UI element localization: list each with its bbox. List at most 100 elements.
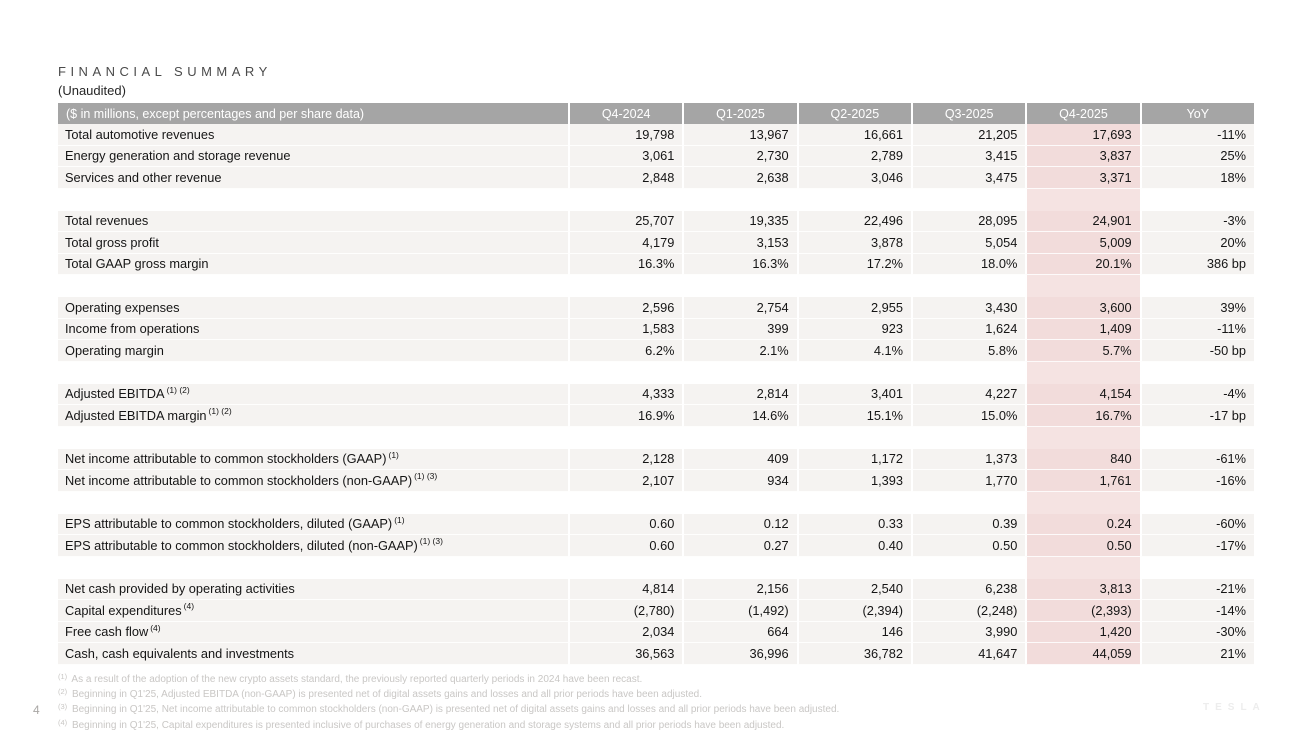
table-cell: 1,172: [796, 448, 911, 470]
table-spacer-cell: [911, 426, 1025, 449]
table-spacer-cell: [568, 188, 682, 211]
table-cell: 146: [796, 621, 911, 643]
row-label: Total GAAP gross margin: [58, 253, 568, 275]
table-row: Total revenues 25,707 19,335 22,496 28,095 24…: [58, 210, 1254, 232]
table-cell: 36,782: [796, 643, 911, 665]
table-row: Adjusted EBITDA margin (1) (2) 16.9% 14.6% 1…: [58, 405, 1254, 427]
table-cell: 5.8%: [911, 340, 1026, 362]
table-row: Income from operations 1,583 399 923 1,624 1,…: [58, 318, 1254, 340]
table-cell: 664: [682, 621, 797, 643]
table-cell: 44,059: [1025, 643, 1140, 665]
table-cell: -11%: [1139, 124, 1254, 146]
financial-summary-table: ($ in millions, except percentages and p…: [58, 103, 1254, 665]
table-cell: 2,789: [796, 145, 911, 167]
footnote: (2) Beginning in Q1'25, Adjusted EBITDA …: [58, 687, 703, 701]
page-title: FINANCIAL SUMMARY: [58, 64, 272, 79]
table-spacer-cell: [1025, 426, 1140, 449]
table-cell: 16.3%: [568, 253, 683, 275]
table-cell: 3,371: [1025, 167, 1140, 189]
footnote-reference: (1) (2): [208, 406, 232, 417]
table-spacer-cell: [58, 275, 568, 297]
table-spacer-cell: [682, 491, 796, 514]
table-cell: 1,420: [1025, 621, 1140, 643]
table-spacer-cell: [682, 188, 796, 211]
table-cell: 3,878: [796, 232, 911, 254]
table-cell: 5,009: [1025, 232, 1140, 254]
table-spacer-cell: [911, 275, 1025, 297]
table-cell: 4,814: [568, 578, 683, 600]
table-row: Net cash provided by operating activitie…: [58, 578, 1254, 600]
table-cell: -61%: [1139, 448, 1254, 470]
table-cell: 1,373: [911, 448, 1026, 470]
table-cell: 3,153: [682, 232, 797, 254]
table-cell: 19,335: [682, 210, 797, 232]
table-cell: 840: [1025, 448, 1140, 470]
table-cell: 4,333: [568, 383, 683, 405]
table-row: Total automotive revenues 19,798 13,967 16,…: [58, 124, 1254, 146]
table-cell: 1,583: [568, 318, 683, 340]
row-label: Free cash flow (4): [58, 621, 568, 643]
row-label: Total automotive revenues: [58, 124, 568, 146]
table-cell: 934: [682, 470, 797, 492]
row-label: Adjusted EBITDA (1) (2): [58, 383, 568, 405]
row-label: Cash, cash equivalents and investments: [58, 643, 568, 665]
table-spacer-cell: [58, 557, 568, 579]
table-cell: 6,238: [911, 578, 1026, 600]
table-cell: 3,430: [911, 297, 1026, 319]
table-cell: 41,647: [911, 643, 1026, 665]
table-row: Free cash flow (4) 2,034 664 146 3,990 1,420 -3…: [58, 621, 1254, 643]
table-spacer-cell: [1139, 361, 1254, 384]
table-cell: 13,967: [682, 124, 797, 146]
table-row: Net income attributable to common stockh…: [58, 448, 1254, 470]
row-label: Capital expenditures (4): [58, 600, 568, 622]
footnote: (3) Beginning in Q1'25, Net income attri…: [58, 702, 840, 716]
table-row: Operating expenses 2,596 2,754 2,955 3,430 3,…: [58, 297, 1254, 319]
table-spacer-cell: [682, 426, 796, 449]
footnote-marker: (3): [58, 702, 68, 712]
table-cell: 4,179: [568, 232, 683, 254]
table-cell: 15.0%: [911, 405, 1026, 427]
table-cell: 4.1%: [796, 340, 911, 362]
table-header-row: ($ in millions, except percentages and p…: [58, 103, 1254, 124]
table-spacer-cell: [58, 189, 568, 211]
table-row: Capital expenditures (4) (2,780) (1,492) (2,…: [58, 600, 1254, 622]
table-cell: 1,624: [911, 318, 1026, 340]
table-cell: 39%: [1139, 297, 1254, 319]
row-label: Services and other revenue: [58, 167, 568, 189]
footnote-marker: (4): [58, 717, 68, 727]
table-cell: 4,154: [1025, 383, 1140, 405]
table-spacer-cell: [796, 188, 911, 211]
footnote-reference: (1): [394, 514, 405, 525]
table-spacer-row: [58, 275, 1254, 297]
table-spacer-cell: [1139, 426, 1254, 449]
table-header-cell: Q3-2025: [911, 103, 1026, 124]
table-cell: 17.2%: [796, 253, 911, 275]
table-spacer-cell: [1139, 556, 1254, 579]
table-cell: 2,848: [568, 167, 683, 189]
footnote: (4) Beginning in Q1'25, Capital expendit…: [58, 717, 785, 731]
table-header-cell: YoY: [1139, 103, 1254, 124]
table-header-cell: Q1-2025: [682, 103, 797, 124]
table-cell: -3%: [1139, 210, 1254, 232]
table-cell: 18.0%: [911, 253, 1026, 275]
table-header-cell: Q2-2025: [796, 103, 911, 124]
table-cell: 5,054: [911, 232, 1026, 254]
table-cell: 0.27: [682, 535, 797, 557]
table-cell: 22,496: [796, 210, 911, 232]
footnote-reference: (4): [150, 622, 161, 633]
table-cell: 3,475: [911, 167, 1026, 189]
tesla-wordmark-logo: TESLA: [1203, 702, 1266, 713]
row-label: Adjusted EBITDA margin (1) (2): [58, 405, 568, 427]
footnote-reference: (1) (3): [414, 471, 438, 482]
table-spacer-row: [58, 188, 1254, 211]
row-label: EPS attributable to common stockholders,…: [58, 535, 568, 557]
table-cell: 2,034: [568, 621, 683, 643]
table-spacer-cell: [911, 556, 1025, 579]
table-spacer-cell: [911, 361, 1025, 384]
table-cell: -14%: [1139, 600, 1254, 622]
table-spacer-cell: [796, 491, 911, 514]
table-header-units-label: ($ in millions, except percentages and p…: [58, 103, 568, 124]
row-label: Operating expenses: [58, 297, 568, 319]
table-spacer-cell: [682, 556, 796, 579]
table-cell: 36,563: [568, 643, 683, 665]
